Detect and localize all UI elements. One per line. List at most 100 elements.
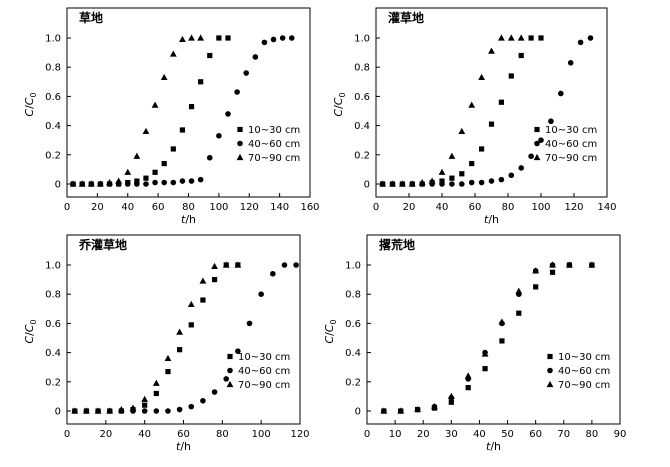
series-triangle [69,34,205,187]
data-point [261,39,268,46]
legend-marker [546,380,554,388]
data-point [87,180,95,187]
chart-panel-2: 0 20 40 60 80 100 120 140 0 0.2 0.4 0.6 0.8 1.0 灌草地 t/h… [332,7,617,226]
x-tick-label: 120 [240,202,259,213]
data-point [222,261,230,268]
x-tick-label: 80 [586,429,599,440]
x-tick-label: 50 [501,429,514,440]
data-point [252,54,259,60]
data-point [380,407,388,414]
data-point [439,181,445,187]
data-point [207,52,213,59]
data-point [225,35,231,41]
data-point [518,165,524,171]
data-point [152,179,158,186]
y-tick-label: 0.4 [45,348,61,359]
data-point [532,267,540,274]
data-point [170,146,176,152]
data-point [449,175,455,181]
data-point [478,73,485,81]
data-point [129,404,137,411]
data-point [449,181,455,187]
legend-label: 40~60 cm [545,139,597,150]
y-axis-label: C/C0 [332,92,347,116]
data-point [515,287,523,294]
data-point [548,118,554,125]
data-point [448,399,454,405]
y-tick-label: 0.6 [345,319,361,330]
x-tick-label: 90 [614,429,627,440]
data-point [431,403,438,410]
x-tick-label: 60 [177,429,190,440]
legend-label: 10~30 cm [248,125,300,136]
data-point [225,111,231,117]
data-point [106,407,114,414]
data-point [177,347,183,353]
data-point [488,178,495,184]
data-point [152,169,158,175]
data-point [188,34,195,41]
y-tick-label: 1.0 [354,34,370,45]
data-point [379,180,386,187]
data-point [428,177,436,184]
data-point [288,35,295,41]
data-point [517,34,525,41]
legend-marker [227,353,233,360]
data-point [200,397,206,404]
y-tick-label: 0 [55,407,61,418]
legend-marker [236,153,244,161]
data-point [567,60,574,66]
data-point [160,73,168,81]
data-point [83,407,90,414]
data-point [124,181,131,187]
data-point [106,178,113,186]
data-point [235,348,241,354]
y-tick-label: 0 [364,180,370,191]
legend: 10~30 cm 40~60 cm 70~90 cm [226,352,290,391]
data-point [538,35,544,41]
series-circle [381,262,595,414]
legend-marker [237,140,243,147]
x-axis-label: t/h [484,213,499,226]
x-tick-label: 30 [445,429,458,440]
data-point [246,320,253,327]
y-tick-label: 0.4 [45,121,61,132]
data-point [258,291,264,298]
data-point [176,406,183,413]
data-point [234,89,240,95]
data-point [176,328,184,335]
x-tick-label: 10 [389,429,402,440]
data-point [216,133,222,139]
data-point [528,35,534,41]
data-point [498,176,505,183]
legend-marker [227,367,233,374]
data-point [151,101,159,108]
panel-title: 草地 [79,10,103,25]
x-tick-label: 100 [531,202,550,213]
data-point [243,70,250,76]
data-point [577,39,584,46]
data-point [465,385,471,391]
y-axis-label: C/C0 [23,319,38,343]
data-point [414,405,421,413]
y-tick-label: 0.8 [354,63,370,74]
x-tick-label: 0 [364,429,370,440]
data-point [549,261,556,268]
data-point [558,90,564,97]
y-tick-label: 0.2 [354,150,370,161]
data-point [169,50,177,57]
data-point [438,168,446,175]
data-point [223,376,230,382]
legend-marker [226,380,234,388]
y-tick-label: 0.2 [45,377,61,388]
y-tick-label: 0.8 [45,63,61,74]
series-circle [70,35,295,187]
data-point [115,177,123,184]
panel-title: 撂荒地 [379,237,415,252]
data-point [408,180,416,187]
data-point [143,181,149,187]
x-tick-label: 80 [502,202,515,213]
data-point [468,179,475,186]
x-tick-label: 20 [403,202,416,213]
data-point [179,35,186,43]
